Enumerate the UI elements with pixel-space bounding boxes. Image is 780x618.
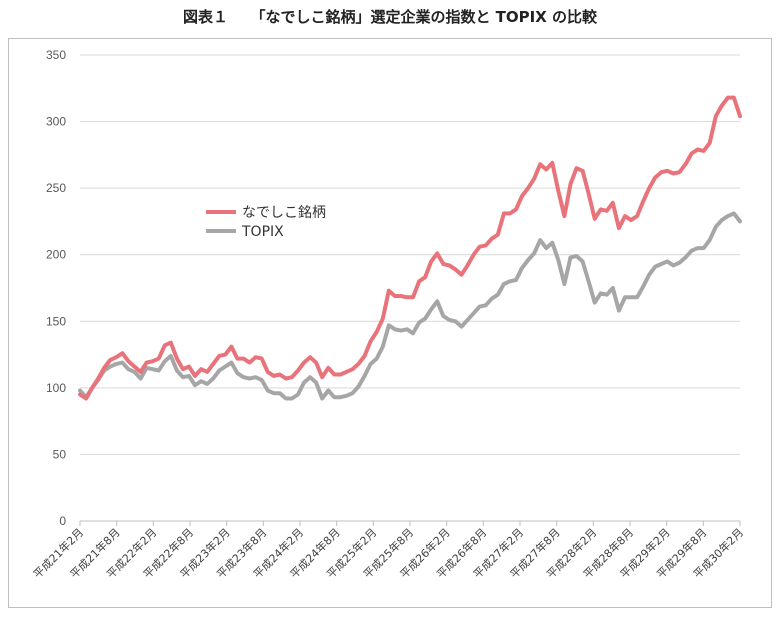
- chart-frame: [8, 38, 772, 608]
- legend-label: TOPIX: [241, 224, 284, 240]
- x-axis: 平成21年2月平成21年8月平成22年2月平成22年8月平成23年2月平成23年…: [30, 521, 746, 581]
- y-tick-label: 200: [46, 248, 66, 262]
- legend: なでしこ銘柄 TOPIX: [206, 205, 326, 240]
- y-tick-label: 250: [46, 181, 66, 195]
- y-tick-label: 150: [46, 314, 66, 328]
- y-tick-label: 350: [46, 48, 66, 62]
- y-tick-label: 300: [46, 115, 66, 129]
- legend-label: なでしこ銘柄: [242, 205, 326, 221]
- series-lines: [78, 95, 742, 401]
- y-axis-ticks: 0 50 100 150 200 250 300 350: [46, 48, 66, 528]
- y-tick-label: 50: [53, 447, 67, 461]
- y-tick-label: 0: [59, 514, 66, 528]
- y-tick-label: 100: [46, 381, 66, 395]
- series-line-topix: [78, 211, 742, 401]
- series-line-nadeshiko: [78, 95, 742, 401]
- chart-title: 図表１ 「なでしこ銘柄」選定企業の指数と TOPIX の比較: [182, 8, 598, 26]
